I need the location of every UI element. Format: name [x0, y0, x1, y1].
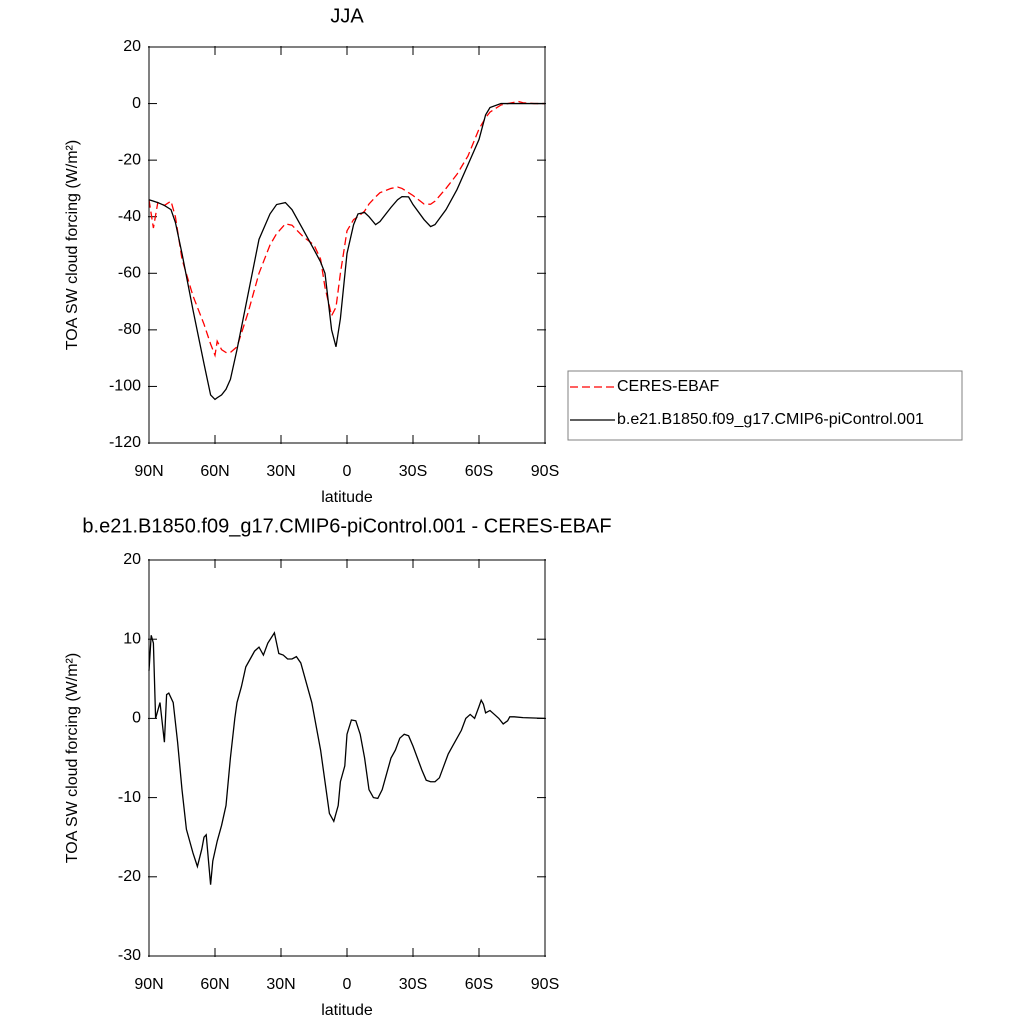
x-tick-label: 60S [465, 463, 493, 480]
x-tick-label: 60S [465, 976, 493, 993]
plot-frame [148, 559, 546, 957]
y-tick-label: -30 [118, 947, 141, 964]
y-tick-label: -80 [118, 321, 141, 338]
legend-label: CERES-EBAF [617, 378, 719, 395]
x-tick-label: 90N [134, 463, 163, 480]
panel: JJA latitude TOA SW cloud forcing (W/m²) 20… [64, 5, 963, 506]
x-tick-label: 30N [266, 976, 295, 993]
x-tick-label: 30S [399, 976, 427, 993]
legend-box [567, 370, 963, 441]
plot-frame [148, 46, 546, 444]
panel: b.e21.B1850.f09_g17.CMIP6-piControl.001 … [64, 515, 611, 1019]
x-tick-label: 90N [134, 976, 163, 993]
x-tick-label: 0 [343, 463, 352, 480]
y-tick-label: -120 [109, 434, 141, 451]
x-tick-label: 60N [200, 976, 229, 993]
x-tick-label: 90S [531, 463, 559, 480]
y-axis-label: TOA SW cloud forcing (W/m²) [64, 140, 81, 350]
x-axis-label: latitude [321, 489, 373, 506]
y-tick-label: -20 [118, 151, 141, 168]
chart-title: b.e21.B1850.f09_g17.CMIP6-piControl.001 … [82, 515, 611, 537]
y-axis-label: TOA SW cloud forcing (W/m²) [64, 653, 81, 863]
y-tick-label: 0 [132, 710, 141, 727]
x-tick-label: 90S [531, 976, 559, 993]
y-tick-label: -60 [118, 265, 141, 282]
y-tick-label: 0 [132, 95, 141, 112]
data-line [148, 100, 545, 358]
x-axis-label: latitude [321, 1002, 373, 1019]
y-tick-label: -20 [118, 868, 141, 885]
data-line [148, 102, 545, 401]
x-tick-label: 30S [399, 463, 427, 480]
y-tick-label: -40 [118, 208, 141, 225]
x-tick-label: 0 [343, 976, 352, 993]
y-tick-label: -10 [118, 789, 141, 806]
y-tick-label: 20 [123, 38, 141, 55]
chart-title: JJA [330, 5, 364, 27]
data-line [148, 631, 546, 885]
legend-label: b.e21.B1850.f09_g17.CMIP6-piControl.001 [617, 411, 924, 428]
y-tick-label: 20 [123, 551, 141, 568]
y-tick-label: -100 [109, 378, 141, 395]
y-tick-label: 10 [123, 630, 141, 647]
x-tick-label: 30N [266, 463, 295, 480]
x-tick-label: 60N [200, 463, 229, 480]
